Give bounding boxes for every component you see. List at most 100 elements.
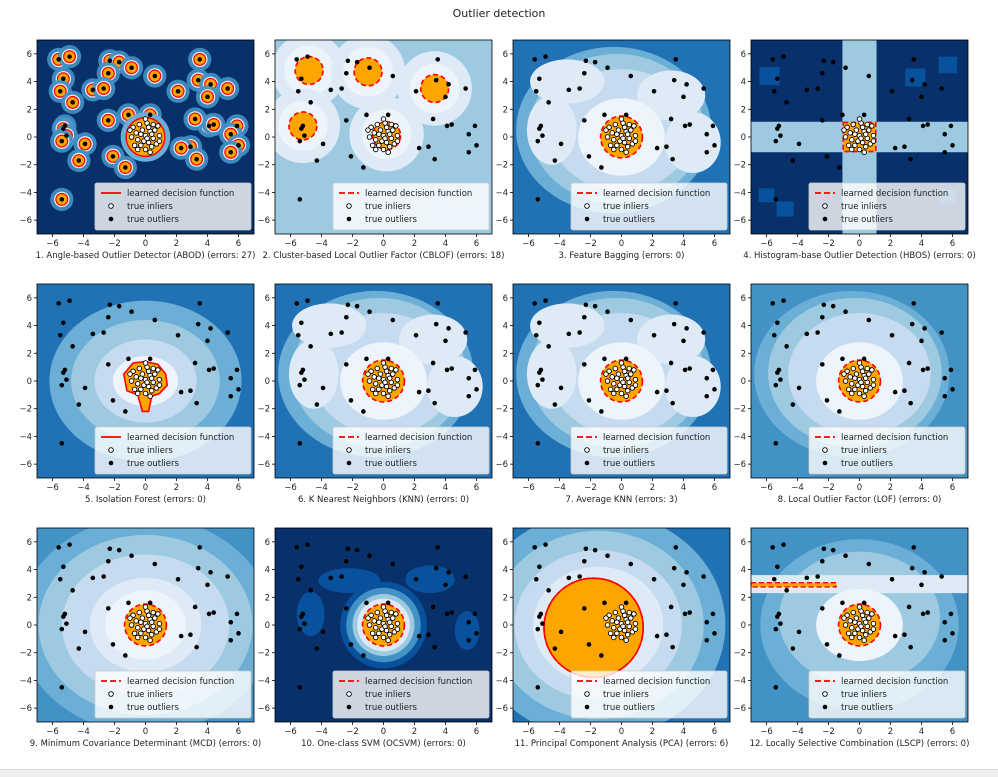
outlier-point [796, 629, 802, 635]
y-tick-label: −2 [257, 649, 270, 659]
legend-label-outliers: true outliers [127, 215, 180, 225]
outlier-point [299, 614, 304, 619]
outlier-point [59, 441, 65, 446]
x-tick-label: 4 [681, 483, 686, 493]
outlier-point [61, 614, 66, 619]
y-tick-label: −4 [495, 676, 508, 686]
x-tick-label: −2 [584, 727, 597, 737]
outlier-point [107, 546, 113, 552]
outlier-point [90, 331, 96, 337]
y-tick-label: 4 [503, 322, 508, 332]
inlier-point [618, 116, 625, 122]
inlier-point [148, 131, 155, 137]
outlier-point [236, 143, 241, 148]
y-tick-label: 6 [503, 538, 508, 548]
y-tick-label: −4 [19, 188, 32, 198]
outlier-point [668, 360, 674, 366]
outlier-point [599, 165, 604, 170]
y-tick-label: 4 [741, 566, 746, 576]
outlier-point [59, 197, 65, 202]
y-tick-label: 0 [741, 133, 746, 143]
outlier-point [820, 606, 825, 611]
inlier-point [614, 386, 620, 393]
outlier-point [790, 646, 796, 651]
inlier-point [382, 379, 388, 386]
outlier-point [892, 145, 898, 151]
outlier-point [535, 382, 541, 388]
inlier-point [145, 368, 152, 375]
outlier-point [537, 76, 542, 82]
outlier-point [56, 545, 61, 550]
x-tick-label: 4 [919, 727, 924, 737]
inlier-point [155, 123, 161, 129]
outlier-point [344, 314, 349, 320]
outlier-point [922, 570, 927, 575]
inlier-point [849, 146, 855, 153]
outlier-point [628, 561, 634, 567]
inlier-point [611, 381, 617, 387]
outlier-point [821, 546, 827, 552]
outlier-point [82, 629, 88, 635]
x-tick-label: 6 [236, 727, 241, 737]
inlier-point [862, 131, 869, 137]
inlier-point [131, 630, 138, 637]
outlier-point [234, 611, 240, 617]
inlier-point [856, 360, 863, 366]
outlier-point [919, 338, 924, 344]
outlier-point [919, 94, 924, 100]
outlier-point [775, 320, 780, 326]
inlier-point [385, 149, 391, 155]
outlier-point [364, 112, 369, 118]
inlier-point [148, 631, 155, 638]
outlier-point [344, 70, 349, 76]
x-tick-label: 0 [381, 239, 386, 249]
inlier-point [380, 146, 387, 153]
inlier-point [870, 382, 877, 388]
legend-label-inliers: true inliers [603, 446, 649, 456]
outlier-point [295, 88, 301, 94]
subplot-xlabel: 8. Local Outlier Factor (LOF) (errors: 0… [778, 495, 942, 505]
outlier-point [416, 389, 422, 395]
inlier-point [849, 137, 855, 143]
subplot-xlabel: 11. Principal Component Analysis (PCA) (… [515, 739, 729, 749]
outlier-point [211, 610, 216, 615]
inlier-point [366, 378, 373, 384]
outlier-point [950, 143, 955, 148]
y-tick-label: 0 [27, 377, 32, 387]
legend: learned decision function true inliers tru… [332, 426, 490, 475]
outlier-point [299, 320, 304, 326]
outlier-point [701, 330, 706, 335]
legend-outlier-swatch [822, 460, 828, 466]
inlier-point [620, 623, 626, 630]
outlier-point [320, 629, 326, 635]
y-tick-label: 0 [27, 133, 32, 143]
subplot-xlabel: 7. Average KNN (errors: 3) [565, 495, 677, 505]
outlier-point [433, 321, 439, 327]
outlier-point [602, 356, 607, 362]
outlier-point [682, 611, 688, 617]
outlier-point [583, 546, 589, 552]
horizontal-scrollbar[interactable] [0, 769, 998, 777]
x-tick-label: −4 [315, 239, 328, 249]
y-tick-label: 4 [503, 566, 508, 576]
outlier-point [942, 393, 948, 399]
legend-box [570, 670, 728, 719]
outlier-point [348, 154, 354, 159]
inlier-point [869, 367, 875, 373]
x-tick-label: 4 [443, 727, 448, 737]
outlier-point [920, 123, 926, 129]
legend-outlier-swatch [584, 216, 590, 222]
legend: learned decision function true inliers tru… [808, 182, 966, 231]
outlier-point [443, 582, 448, 588]
outlier-point [889, 332, 895, 338]
x-tick-label: −2 [108, 727, 121, 737]
y-tick-label: 4 [27, 566, 32, 576]
outlier-point [432, 156, 437, 162]
outlier-point [192, 360, 198, 366]
outlier-point [837, 653, 842, 658]
x-tick-label: 4 [443, 239, 448, 249]
legend-label-outliers: true outliers [127, 703, 180, 713]
inlier-point [394, 132, 401, 139]
inlier-point [856, 146, 863, 153]
outlier-point [302, 621, 307, 626]
